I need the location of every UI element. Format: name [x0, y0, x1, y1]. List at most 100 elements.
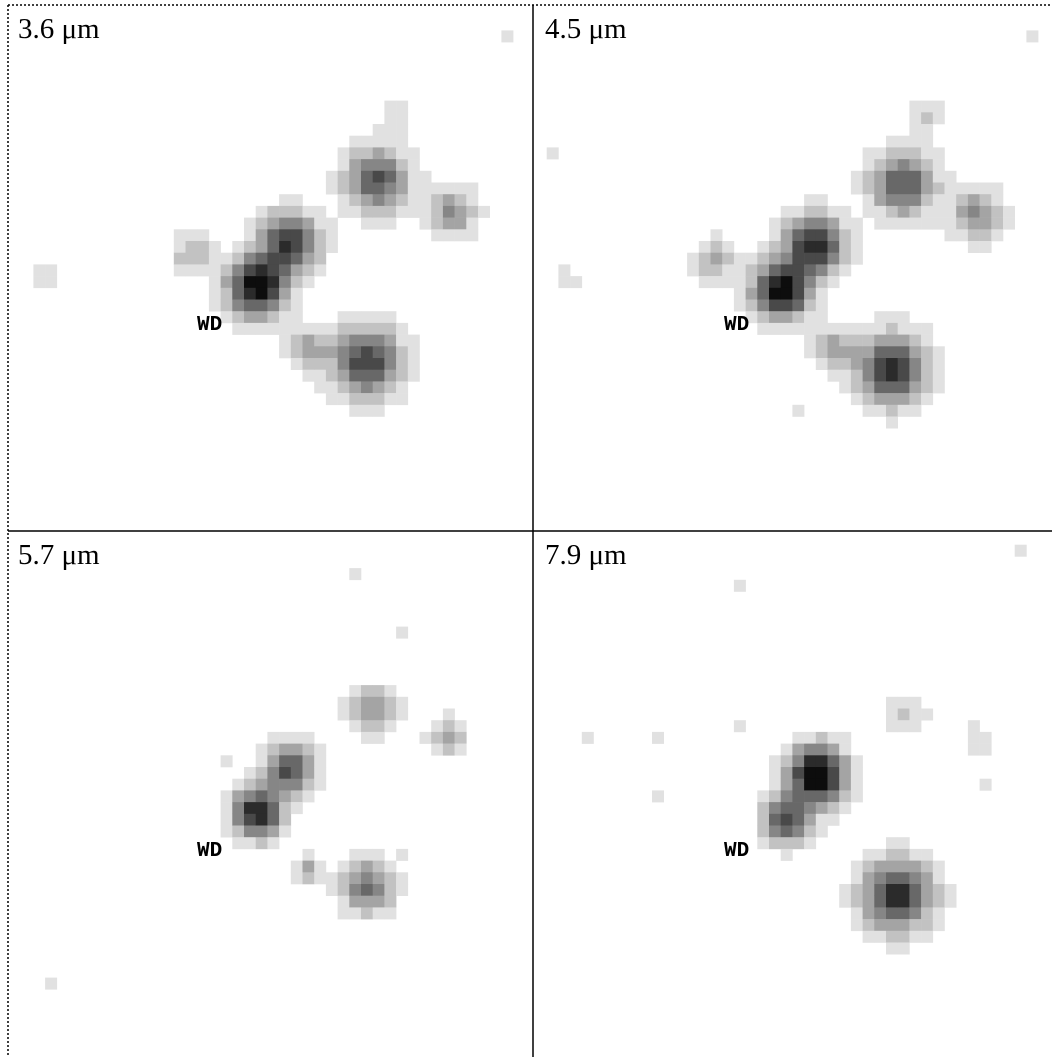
pixel — [886, 930, 898, 943]
pixel — [267, 755, 280, 768]
pixel — [290, 334, 303, 347]
pixel — [396, 381, 409, 394]
pixel — [349, 322, 362, 335]
pixel — [45, 977, 58, 990]
pixel — [932, 217, 945, 230]
pixel — [804, 241, 817, 253]
pixel — [396, 170, 409, 183]
pixel — [232, 287, 245, 300]
pixel — [466, 182, 479, 195]
pixel — [897, 205, 910, 218]
pixel — [372, 731, 385, 744]
pixel — [839, 334, 852, 347]
pixel — [267, 731, 280, 744]
pixel — [827, 217, 840, 230]
pixel — [652, 790, 664, 803]
pixel — [909, 369, 922, 382]
pixel — [944, 884, 957, 896]
pixel — [232, 311, 245, 324]
pixel — [886, 393, 898, 406]
pixel — [921, 907, 934, 920]
pixel — [921, 135, 934, 148]
pixel — [454, 229, 467, 242]
pixel — [769, 322, 781, 335]
pixel — [290, 731, 303, 744]
pixel — [244, 802, 256, 815]
pixel — [454, 743, 467, 756]
pixel — [501, 30, 514, 43]
pixel — [349, 720, 362, 733]
pixel — [337, 696, 350, 709]
pixel — [232, 790, 245, 803]
pixel — [407, 334, 420, 347]
pixel — [897, 194, 910, 207]
pixel — [255, 264, 268, 277]
pixel — [349, 696, 362, 709]
pixel — [361, 907, 373, 920]
pixel — [850, 346, 863, 359]
pixel — [780, 264, 793, 277]
pixel — [431, 205, 444, 218]
pixel — [325, 346, 338, 359]
pixel — [372, 381, 385, 394]
pixel — [372, 907, 385, 920]
pixel — [1003, 217, 1015, 230]
pixel — [757, 287, 770, 300]
pixel — [862, 358, 875, 370]
pixel — [372, 404, 385, 417]
pixel — [897, 872, 910, 885]
pixel — [45, 264, 58, 277]
pixel — [419, 194, 432, 207]
pixel — [886, 404, 898, 417]
pixel — [921, 930, 934, 943]
pixel — [850, 778, 863, 791]
pixel — [372, 147, 385, 160]
pixel — [431, 217, 444, 230]
pixel — [384, 720, 397, 733]
pixel — [396, 100, 409, 113]
pixel — [337, 205, 350, 218]
pixel — [780, 743, 793, 756]
pixel — [921, 100, 934, 113]
pixel — [546, 147, 559, 160]
pixel — [909, 358, 922, 370]
pixel — [839, 767, 852, 779]
pixel — [361, 860, 373, 873]
pixel — [921, 884, 934, 896]
pixel — [372, 708, 385, 721]
pixel — [197, 229, 210, 242]
pixel — [874, 369, 887, 382]
pixel — [967, 229, 980, 242]
pixel — [431, 743, 444, 756]
pixel — [372, 217, 385, 230]
pixel — [570, 276, 583, 289]
pixel — [349, 205, 362, 218]
pixel — [921, 346, 934, 359]
pixel — [827, 790, 840, 803]
pixel — [372, 334, 385, 347]
pixel — [780, 252, 793, 265]
pixel — [850, 919, 863, 932]
pixel — [33, 264, 46, 277]
pixel — [372, 124, 385, 136]
pixel — [325, 322, 338, 335]
pixel — [442, 720, 455, 733]
pixel — [932, 860, 945, 873]
pixel — [337, 907, 350, 920]
pixel — [372, 696, 385, 709]
pixel — [792, 825, 805, 838]
pixel — [909, 907, 922, 920]
pixel — [909, 217, 922, 230]
pixel — [396, 135, 409, 148]
pixel — [862, 346, 875, 359]
pixel — [208, 264, 221, 277]
pixel — [886, 416, 898, 429]
pixel — [255, 276, 268, 289]
pixel — [302, 241, 315, 253]
pixel — [372, 170, 385, 183]
pixel — [804, 837, 817, 850]
pixel — [733, 276, 746, 289]
pixel — [384, 217, 397, 230]
pixel — [337, 147, 350, 160]
pixel — [384, 100, 397, 113]
